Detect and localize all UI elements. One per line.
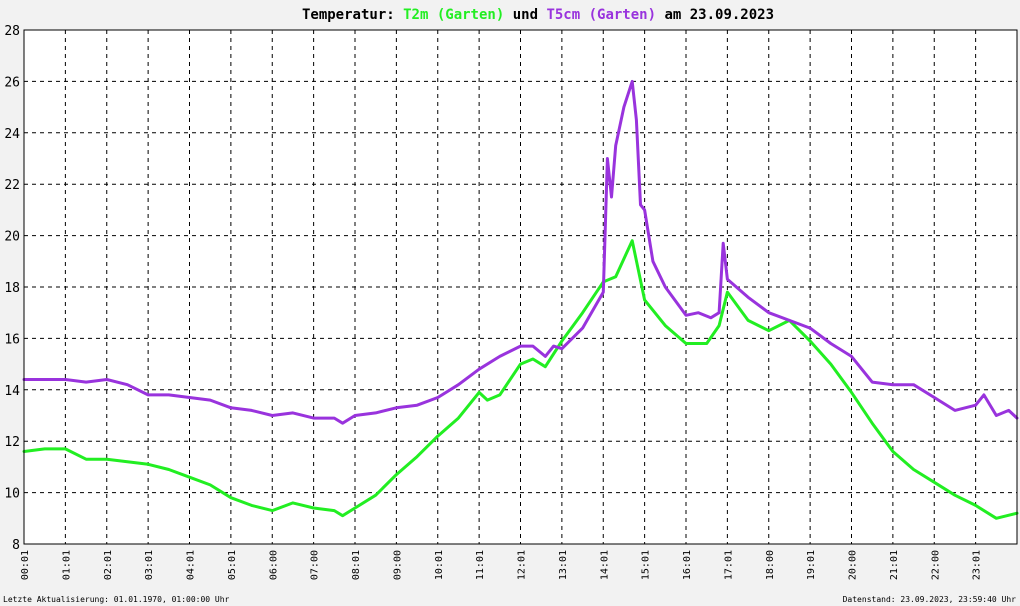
x-tick-label: 23:01 [972,550,983,580]
x-tick-label: 00:01 [20,550,31,580]
title-prefix: Temperatur: [302,7,403,23]
y-tick-label: 8 [12,538,20,553]
x-tick-label: 01:01 [61,550,72,580]
y-tick-label: 10 [4,487,20,502]
y-tick-label: 12 [4,435,20,450]
y-tick-label: 24 [4,127,20,142]
title-series-t2m: T2m (Garten) [403,7,504,23]
y-tick-label: 22 [4,178,20,193]
y-tick-label: 14 [4,384,20,399]
chart-title: Temperatur: T2m (Garten) und T5cm (Garte… [302,7,774,23]
title-suffix: am 23.09.2023 [656,7,774,23]
x-tick-label: 12:01 [517,550,528,580]
x-tick-label: 07:00 [310,550,321,580]
x-tick-label: 19:01 [806,550,817,580]
y-tick-label: 20 [4,230,20,245]
x-tick-label: 05:01 [227,550,238,580]
series-line-t2m [22,239,1019,520]
x-tick-label: 21:01 [889,550,900,580]
x-tick-label: 14:01 [599,550,610,580]
x-tick-label: 16:01 [682,550,693,580]
x-tick-label: 02:01 [103,550,114,580]
x-tick-label: 18:00 [765,550,776,580]
footer-data-status: Datenstand: 23.09.2023, 23:59:40 Uhr [843,595,1017,604]
y-tick-label: 26 [4,75,20,90]
x-tick-label: 11:01 [475,550,486,580]
x-axis-tick-labels: 00:01 01:01 02:01 03:01 04:01 05:01 06:00 07:00… [20,550,983,580]
y-tick-label: 28 [4,24,20,39]
data-series [22,79,1019,520]
y-tick-label: 18 [4,281,20,296]
x-tick-label: 06:00 [268,550,279,580]
x-tick-label: 15:01 [641,550,652,580]
x-tick-label: 20:00 [848,550,859,580]
x-tick-label: 04:01 [186,550,197,580]
title-series-t5cm: T5cm (Garten) [546,7,656,23]
y-tick-label: 16 [4,332,20,347]
x-tick-label: 22:00 [930,550,941,580]
plot-frame [23,29,1018,545]
x-tick-label: 13:01 [558,550,569,580]
title-middle: und [504,7,546,23]
footer-last-update: Letzte Aktualisierung: 01.01.1970, 01:00… [3,595,230,604]
x-tick-label: 17:01 [723,550,734,580]
y-axis-tick-labels: 8 10 12 14 16 18 20 22 24 26 28 [4,24,20,553]
x-tick-label: 10:01 [434,550,445,580]
x-tick-label: 03:01 [144,550,155,580]
x-tick-label: 09:00 [392,550,403,580]
x-tick-label: 08:01 [351,550,362,580]
series-line-t5cm [22,79,1019,425]
